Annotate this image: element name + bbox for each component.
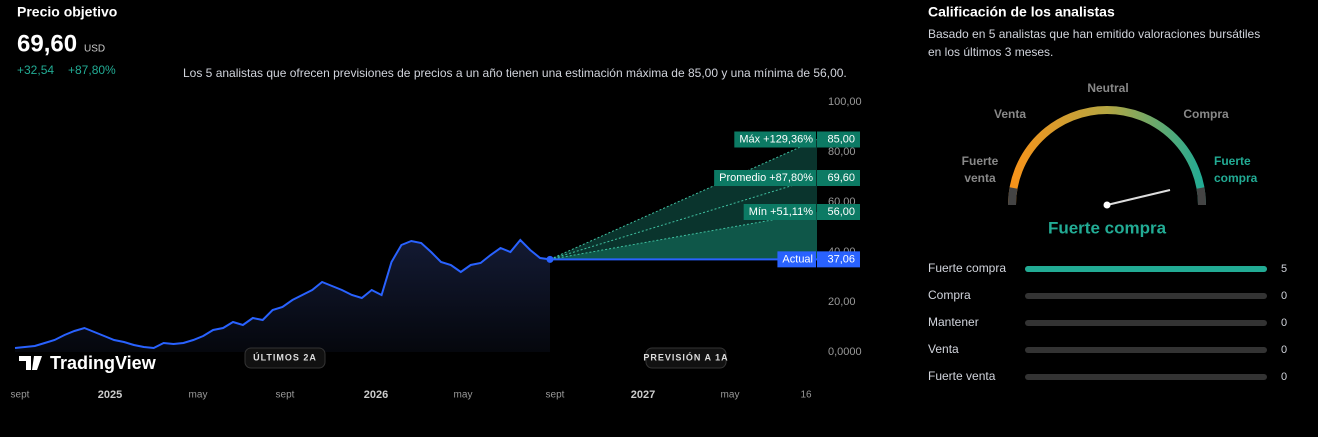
x-tick-label: 16 [800, 390, 812, 401]
value-label: 56,00 [827, 206, 855, 218]
rating-track [1025, 320, 1267, 326]
rating-name: Venta [928, 342, 959, 356]
name-box [743, 204, 816, 220]
change-pct: +87,80% [68, 63, 116, 77]
rating-count: 0 [1281, 317, 1287, 329]
x-tick-label: sept [11, 390, 30, 401]
value-box [817, 131, 860, 148]
name-box [777, 251, 816, 268]
button[interactable] [645, 347, 727, 369]
x-tick-label: sept [546, 390, 565, 401]
x-tick-label: may [454, 390, 473, 401]
price-line [14, 238, 551, 350]
value-box [817, 204, 860, 220]
rating-name: Fuerte venta [928, 369, 996, 383]
name-label: Mín +51,11% [749, 206, 814, 218]
value-label: 37,06 [827, 253, 855, 265]
forecast-line [549, 139, 818, 260]
button-label[interactable]: ÚLTIMOS 2A [253, 351, 317, 362]
forecast-line [549, 177, 818, 260]
gauge-label: Venta [994, 107, 1026, 121]
name-label: Promedio +87,80% [719, 172, 813, 184]
currency: USD [84, 44, 105, 55]
rating-count: 0 [1281, 290, 1287, 302]
forecast-fan [550, 212, 817, 260]
rating-name: Fuerte compra [928, 261, 1006, 275]
value-box [817, 251, 860, 268]
area [15, 240, 550, 352]
gauge-end [1196, 187, 1207, 206]
change: +32,54 [17, 63, 54, 77]
gauge-label: Neutral [1087, 81, 1128, 95]
x-tick-label: may [189, 390, 208, 401]
x-tick-label: 2027 [631, 389, 655, 401]
name-box [734, 131, 816, 148]
rating-result: Fuerte compra [1048, 218, 1167, 237]
value-label: 85,00 [827, 133, 855, 145]
ratings-subtitle: Basado en 5 analistas que han emitido va… [928, 27, 1260, 41]
gauge-label: Fuerte venta [962, 154, 999, 185]
logo [19, 356, 42, 370]
rating-count: 0 [1281, 344, 1287, 356]
rating-name: Mantener [928, 315, 979, 329]
gauge-label: Compra [1183, 107, 1229, 121]
name-label: Actual [782, 253, 813, 265]
rating-track [1025, 293, 1267, 299]
rating-count: 0 [1281, 371, 1287, 383]
gauge-label: Fuerte compra [1214, 154, 1258, 185]
rating-track [1025, 347, 1267, 353]
button[interactable] [244, 347, 326, 369]
value-box [817, 170, 860, 186]
needle [1106, 189, 1171, 206]
name-box [714, 170, 816, 186]
needle-hub [1103, 201, 1111, 209]
y-tick-label: 80,00 [828, 146, 856, 158]
rating-track [1025, 374, 1267, 380]
x-tick-label: 2025 [98, 389, 122, 401]
name-label: Máx +129,36% [739, 133, 813, 145]
brand: TradingView [50, 353, 157, 373]
x-tick-label: sept [276, 390, 295, 401]
y-tick-label: 20,00 [828, 296, 856, 308]
price: 69,60 [17, 30, 77, 57]
rating-count: 5 [1281, 263, 1287, 275]
gauge-arc [1008, 106, 1206, 206]
x-tick-label: may [721, 390, 740, 401]
x-tick-label: 2026 [364, 389, 388, 401]
actual-dot [546, 255, 554, 263]
title: Precio objetivo [17, 4, 117, 20]
gauge-end [1007, 187, 1018, 206]
description: Los 5 analistas que ofrecen previsiones … [183, 66, 847, 80]
rating-name: Compra [928, 288, 971, 302]
value-label: 69,60 [827, 172, 855, 184]
rating-bar [1025, 266, 1267, 272]
button-label[interactable]: PREVISIÓN A 1A [643, 351, 728, 362]
y-tick-label: 100,00 [828, 96, 862, 108]
ratings-subtitle: en los últimos 3 meses. [928, 45, 1053, 59]
ratings-title: Calificación de los analistas [928, 4, 1115, 20]
y-tick-label: 0,0000 [828, 346, 862, 358]
